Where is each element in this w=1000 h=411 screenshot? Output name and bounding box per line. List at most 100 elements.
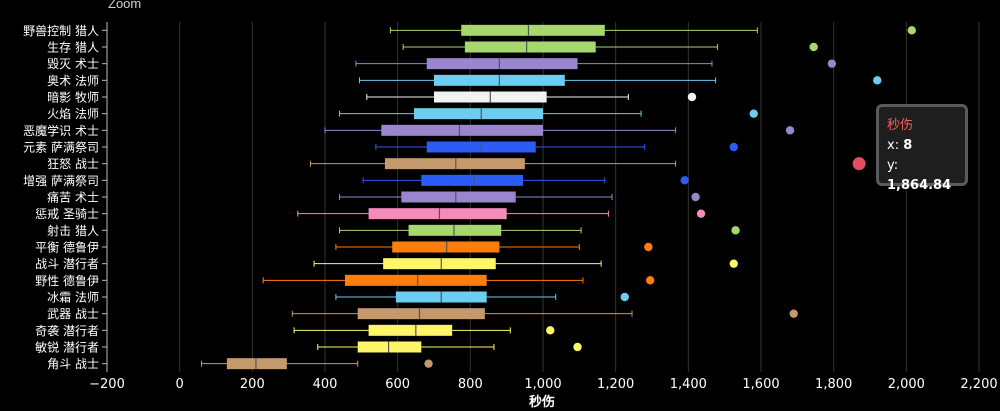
outlier-point	[424, 359, 433, 368]
category-label: 生存 猎人	[47, 41, 99, 55]
category-label: 战斗 潜行者	[35, 257, 99, 271]
x-axis-label: 秒伤	[529, 394, 555, 410]
outlier-point	[785, 126, 795, 135]
box	[414, 108, 543, 120]
outlier-point	[873, 76, 882, 85]
outlier-point	[644, 242, 653, 252]
box	[464, 41, 596, 53]
zoom-button[interactable]: Zoom	[108, 0, 142, 11]
box-17	[291, 308, 798, 320]
tooltip-x-label: x:	[887, 138, 900, 153]
outlier-point	[645, 276, 655, 285]
outlier-point	[573, 342, 582, 352]
outlier-point	[731, 226, 740, 235]
box-14	[313, 258, 738, 270]
box-4	[366, 91, 697, 103]
x-tick-label: 400	[313, 377, 338, 392]
category-label: 痛苦 术士	[47, 190, 99, 205]
category-label: 平衡 德鲁伊	[35, 240, 99, 255]
box-12	[339, 224, 740, 236]
tooltip: 秒伤 x: 8 y: 1,864.84	[876, 104, 968, 193]
outlier-point	[687, 92, 697, 102]
category-label: 奥术 法师	[47, 74, 99, 88]
category-label: 野兽控制 猎人	[23, 24, 99, 38]
box-series	[200, 24, 916, 370]
box-0	[389, 24, 916, 36]
box-5	[339, 108, 758, 120]
outlier-point	[680, 176, 689, 185]
box	[368, 208, 507, 220]
x-tick-labels: −200 0 200 400 600 800 1,000 1,200 1,400 1,600 1,8…	[89, 377, 997, 392]
box-3	[359, 74, 882, 86]
category-label: 野性 德鲁伊	[35, 273, 99, 288]
box	[408, 224, 502, 236]
x-tick-label: 800	[458, 377, 483, 392]
box	[401, 191, 516, 203]
box	[226, 358, 287, 370]
box	[421, 174, 524, 186]
outlier-point	[546, 326, 555, 335]
box-13	[335, 241, 653, 253]
category-label: 恶魔学识 术士	[23, 123, 99, 138]
category-label: 敏锐 潜行者	[35, 340, 99, 355]
x-tick-label: 0	[176, 377, 184, 392]
x-tick-label: −200	[89, 377, 125, 392]
box-1	[402, 41, 818, 53]
category-label: 奇袭 潜行者	[35, 323, 99, 338]
category-label: 元素 萨满祭司	[23, 141, 99, 155]
outlier-point	[729, 259, 738, 268]
box	[392, 241, 500, 253]
x-tick-label: 1,400	[670, 377, 707, 392]
box-10	[339, 191, 700, 203]
box-9	[362, 174, 689, 186]
box-6	[324, 124, 795, 136]
axes	[102, 22, 108, 372]
category-label: 暗影 牧师	[47, 90, 99, 105]
x-tick-label: 600	[385, 377, 410, 392]
category-label: 火焰 法师	[47, 106, 99, 121]
x-tick-label: 2,200	[960, 377, 997, 392]
x-tick-label: 1,800	[815, 377, 852, 392]
x-tick-label: 1,600	[742, 377, 779, 392]
tooltip-x-value: 8	[903, 138, 913, 153]
x-tick-label: 1,200	[597, 377, 634, 392]
box	[426, 58, 578, 70]
box	[384, 158, 525, 170]
tooltip-y-value: 1,864.84	[887, 178, 952, 193]
outlier-point	[827, 59, 837, 68]
tooltip-x: x: 8	[887, 136, 957, 156]
outlier-point	[852, 157, 866, 171]
outlier-point	[729, 142, 738, 152]
category-label: 增强 萨满祭司	[23, 174, 99, 188]
box-2	[355, 58, 837, 70]
box-7	[375, 141, 738, 153]
x-tick-label: 1,000	[524, 377, 561, 392]
box	[461, 24, 605, 36]
box-19	[317, 341, 582, 353]
category-label: 冰霜 法师	[47, 291, 99, 305]
box	[381, 124, 543, 136]
outlier-point	[691, 192, 700, 202]
x-tick-label: 2,000	[888, 377, 925, 392]
category-label: 射击 猎人	[47, 223, 99, 238]
outlier-point	[620, 292, 629, 302]
tooltip-y-label: y:	[887, 158, 899, 173]
box	[383, 258, 496, 270]
outlier-point	[907, 26, 916, 35]
tooltip-title: 秒伤	[887, 118, 914, 133]
outlier-point	[696, 209, 706, 218]
outlier-point	[749, 109, 758, 118]
category-label: 惩戒 圣骑士	[35, 207, 99, 221]
category-label: 毁灭 术士	[47, 56, 99, 71]
box-8	[309, 157, 866, 171]
outlier-point	[809, 42, 818, 52]
box-18	[293, 324, 555, 336]
outlier-point	[789, 309, 798, 318]
box	[357, 308, 485, 320]
box-20	[200, 358, 433, 370]
box	[357, 341, 422, 353]
box-11	[297, 208, 706, 220]
category-label: 角斗 战士	[47, 357, 99, 371]
